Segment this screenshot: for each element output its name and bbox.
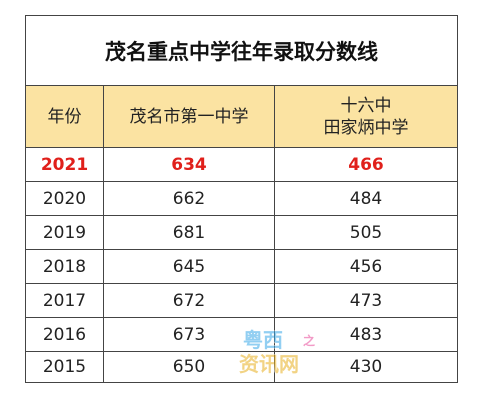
table-header-row: 年份 茂名市第一中学 十六中 田家炳中学 xyxy=(26,86,457,148)
cell-year: 2015 xyxy=(26,352,104,382)
cell-school-a: 681 xyxy=(104,216,275,249)
watermark-line1: 粤西 xyxy=(243,328,283,352)
cell-year: 2019 xyxy=(26,216,104,249)
header-school-b-line2: 田家炳中学 xyxy=(323,117,409,138)
cell-school-a: 634 xyxy=(104,148,275,181)
cell-school-b: 505 xyxy=(349,222,383,243)
table-row: 2020 662 484 xyxy=(26,182,457,216)
header-school-b: 十六中 田家炳中学 xyxy=(275,86,457,147)
cell-school-a: 662 xyxy=(104,182,275,215)
table-row: 2018 645 456 xyxy=(26,250,457,284)
header-school-a: 茂名市第一中学 xyxy=(104,86,275,147)
table-row: 2016 673 483 xyxy=(26,318,457,352)
cell-school-b: 483 xyxy=(349,324,383,345)
cell-school-a: 645 xyxy=(104,250,275,283)
cell-school-b: 456 xyxy=(349,256,383,277)
table-row: 2017 672 473 xyxy=(26,284,457,318)
cell-school-b: 430 xyxy=(349,357,383,377)
header-year: 年份 xyxy=(26,86,104,147)
cell-school-a: 673 xyxy=(104,318,275,351)
watermark-logo: 粤西 之 资讯网 xyxy=(238,327,315,375)
cell-year: 2016 xyxy=(26,318,104,351)
table-row: 2019 681 505 xyxy=(26,216,457,250)
cell-school-b: 473 xyxy=(349,290,383,311)
cell-school-a: 650 xyxy=(104,352,275,382)
cell-school-b: 484 xyxy=(349,188,383,209)
table-row: 2021 634 466 xyxy=(26,148,457,182)
table-row: 2015 650 430 xyxy=(26,352,457,382)
header-school-b-line1: 十六中 xyxy=(340,95,392,116)
table-title: 茂名重点中学往年录取分数线 xyxy=(26,16,457,86)
cell-year: 2020 xyxy=(26,182,104,215)
watermark-line2: 资讯网 xyxy=(239,352,299,375)
admission-score-table: 茂名重点中学往年录取分数线 年份 茂名市第一中学 十六中 田家炳中学 2021 … xyxy=(25,15,458,383)
cell-year: 2017 xyxy=(26,284,104,317)
cell-year: 2021 xyxy=(26,148,104,181)
cell-year: 2018 xyxy=(26,250,104,283)
watermark-mark: 之 xyxy=(303,333,315,348)
cell-school-a: 672 xyxy=(104,284,275,317)
cell-school-b: 466 xyxy=(348,154,384,175)
